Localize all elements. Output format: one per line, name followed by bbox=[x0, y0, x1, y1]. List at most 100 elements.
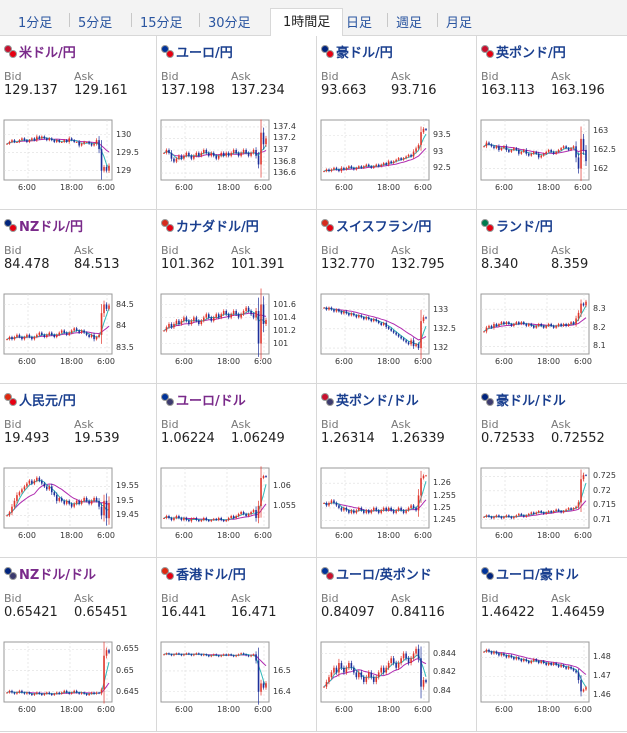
pair-link[interactable]: 英ポンド/円 bbox=[496, 45, 566, 61]
candle-body bbox=[498, 515, 500, 517]
candle-body bbox=[262, 476, 265, 478]
pair-link[interactable]: 豪ドル/円 bbox=[336, 45, 393, 61]
rate-chart[interactable]: 1.06 1.055 6:00 18:00 6:00 bbox=[157, 464, 313, 540]
pair-link[interactable]: スイスフラン/円 bbox=[336, 219, 432, 235]
candle-body bbox=[215, 155, 218, 159]
candle-body bbox=[68, 692, 70, 694]
bid-label: Bid bbox=[4, 418, 22, 431]
candle-body bbox=[11, 690, 13, 693]
candle-body bbox=[412, 505, 415, 508]
candle-body bbox=[323, 502, 325, 504]
candle-body bbox=[542, 153, 545, 156]
candle-body bbox=[188, 320, 190, 324]
rate-chart[interactable]: 101.6 101.4 101.2 101 6:00 18:00 6:00 bbox=[157, 288, 313, 366]
y-tick-label: 162 bbox=[593, 163, 609, 173]
pair-link[interactable]: ランド/円 bbox=[496, 219, 553, 235]
rate-chart[interactable]: 0.725 0.72 0.715 0.71 6:00 18:00 6:00 bbox=[477, 464, 627, 540]
pair-link[interactable]: 香港ドル/円 bbox=[176, 567, 246, 583]
candle-body bbox=[212, 152, 215, 156]
candle-body bbox=[23, 692, 26, 694]
currency-flags-icon bbox=[161, 566, 174, 580]
candle-body bbox=[36, 692, 38, 694]
y-tick-label: 162.5 bbox=[593, 145, 616, 154]
candle-body bbox=[60, 330, 63, 333]
pair-link[interactable]: NZドル/ドル bbox=[19, 567, 97, 583]
candle-body bbox=[28, 692, 31, 694]
candle-body bbox=[250, 512, 252, 514]
x-tick-label: 6:00 bbox=[414, 357, 432, 366]
candle-body bbox=[212, 317, 215, 321]
candle-body bbox=[545, 512, 547, 514]
pair-name: 英ポンド/円 bbox=[481, 42, 566, 61]
rate-chart[interactable]: 84.5 84 83.5 6:00 18:00 6:00 bbox=[0, 290, 156, 366]
rate-chart[interactable]: 130 129.5 129 6:00 18:00 6:00 bbox=[0, 116, 156, 192]
rate-chart[interactable]: 16.5 16.4 6:00 18:00 6:00 bbox=[157, 638, 313, 714]
candle-body bbox=[183, 155, 185, 159]
pair-link[interactable]: ユーロ/ドル bbox=[176, 393, 246, 409]
rate-chart[interactable]: 133 132.5 132 6:00 18:00 6:00 bbox=[317, 290, 473, 366]
tab-weekly[interactable]: 週足 bbox=[396, 16, 423, 31]
x-tick-label: 18:00 bbox=[217, 705, 241, 714]
rate-chart[interactable]: 0.844 0.842 0.84 6:00 18:00 6:00 bbox=[317, 638, 473, 714]
ask-label: Ask bbox=[74, 244, 94, 257]
rate-chart[interactable]: 0.655 0.65 0.645 6:00 18:00 6:00 bbox=[0, 638, 156, 714]
ask-label: Ask bbox=[391, 244, 411, 257]
pair-name: 豪ドル/円 bbox=[321, 42, 393, 61]
bid-value: 101.362 bbox=[161, 257, 215, 272]
rate-chart[interactable]: 1.48 1.47 1.46 6:00 18:00 6:00 bbox=[477, 638, 627, 714]
rate-chart[interactable]: 137.4 137.2 137 136.8 136.6 6:00 18:00 6:00 bbox=[157, 116, 313, 192]
pair-link[interactable]: 豪ドル/ドル bbox=[496, 393, 566, 409]
currency-flags-icon bbox=[481, 566, 494, 580]
candle-body bbox=[493, 651, 495, 654]
rate-chart[interactable]: 163 162.5 162 6:00 18:00 6:00 bbox=[477, 116, 627, 192]
candle-body bbox=[407, 507, 410, 511]
rate-chart[interactable]: 1.26 1.255 1.25 1.245 6:00 18:00 6:00 bbox=[317, 464, 473, 540]
candle-body bbox=[43, 136, 46, 139]
pair-link[interactable]: ユーロ/英ポンド bbox=[336, 567, 432, 583]
rate-chart[interactable]: 19.55 19.5 19.45 6:00 18:00 6:00 bbox=[0, 464, 156, 540]
rate-chart[interactable]: 93.5 93 92.5 6:00 18:00 6:00 bbox=[317, 116, 473, 192]
bid-label: Bid bbox=[321, 418, 339, 431]
pair-link[interactable]: ユーロ/豪ドル bbox=[496, 567, 579, 583]
candle-body bbox=[6, 339, 8, 341]
candle-body bbox=[380, 510, 383, 513]
candle-body bbox=[328, 502, 330, 506]
tab-1min[interactable]: 1分足 bbox=[18, 16, 53, 31]
pair-link[interactable]: 米ドル/円 bbox=[19, 45, 76, 61]
candle-body bbox=[355, 672, 358, 678]
pair-link[interactable]: 人民元/円 bbox=[19, 393, 76, 409]
candle-body bbox=[500, 322, 503, 324]
candle-body bbox=[340, 311, 343, 314]
candle-body bbox=[23, 486, 26, 490]
candle-body bbox=[338, 309, 340, 312]
candle-body bbox=[483, 331, 485, 333]
y-tick-label: 0.72 bbox=[593, 485, 611, 495]
candle-body bbox=[525, 659, 528, 662]
candle-body bbox=[340, 167, 343, 172]
candle-body bbox=[41, 332, 43, 335]
tab-5min[interactable]: 5分足 bbox=[78, 16, 113, 31]
candle-body bbox=[348, 510, 350, 513]
candle-body bbox=[560, 511, 562, 513]
pair-link[interactable]: ユーロ/円 bbox=[176, 45, 233, 61]
candle-body bbox=[557, 509, 560, 511]
tab-30min[interactable]: 30分足 bbox=[208, 16, 251, 31]
candle-body bbox=[240, 152, 242, 156]
candle-body bbox=[90, 143, 93, 146]
pair-link[interactable]: カナダドル/円 bbox=[176, 219, 259, 235]
candle-body bbox=[323, 307, 325, 309]
y-tick-label: 1.245 bbox=[433, 515, 456, 525]
pair-link[interactable]: NZドル/円 bbox=[19, 219, 84, 235]
candle-body bbox=[582, 474, 585, 480]
pair-link[interactable]: 英ポンド/ドル bbox=[336, 393, 419, 409]
candle-body bbox=[13, 337, 16, 340]
candle-body bbox=[397, 663, 400, 668]
candle-body bbox=[335, 167, 338, 170]
candle-body bbox=[16, 495, 18, 501]
tab-daily[interactable]: 日足 bbox=[346, 16, 373, 31]
tab-15min[interactable]: 15分足 bbox=[140, 16, 183, 31]
tab-1hour[interactable]: 1時間足 bbox=[270, 8, 344, 36]
rate-chart[interactable]: 8.3 8.2 8.1 6:00 18:00 6:00 bbox=[477, 290, 627, 366]
moving-average-short bbox=[6, 661, 110, 695]
tab-monthly[interactable]: 月足 bbox=[446, 16, 473, 31]
